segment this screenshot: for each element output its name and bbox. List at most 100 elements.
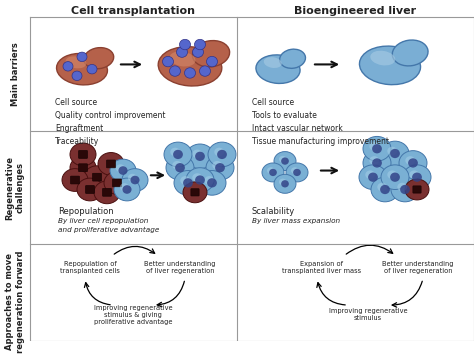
Ellipse shape — [286, 163, 308, 182]
Circle shape — [390, 149, 400, 158]
Ellipse shape — [65, 57, 86, 68]
Ellipse shape — [122, 168, 148, 192]
FancyBboxPatch shape — [413, 186, 421, 193]
Circle shape — [72, 71, 82, 81]
Circle shape — [175, 163, 185, 172]
Ellipse shape — [370, 51, 395, 66]
Ellipse shape — [94, 181, 120, 204]
FancyBboxPatch shape — [113, 179, 121, 187]
Ellipse shape — [183, 182, 207, 203]
Ellipse shape — [397, 183, 407, 192]
Circle shape — [170, 66, 181, 76]
Circle shape — [372, 144, 382, 153]
Text: Repopulation of
transplanted cells: Repopulation of transplanted cells — [60, 261, 120, 274]
FancyBboxPatch shape — [92, 173, 101, 181]
Text: Bioengineered liver: Bioengineered liver — [294, 6, 417, 16]
Circle shape — [200, 66, 210, 76]
Text: Expansion of
transplanted liver mass: Expansion of transplanted liver mass — [283, 261, 362, 274]
Circle shape — [372, 158, 382, 168]
Ellipse shape — [116, 164, 125, 172]
Ellipse shape — [158, 47, 222, 86]
Ellipse shape — [256, 55, 300, 84]
Circle shape — [380, 185, 390, 194]
Text: Cell source
Tools to evaluate
Intact vascular network
Tissue manufacturing impro: Cell source Tools to evaluate Intact vas… — [252, 98, 389, 146]
Ellipse shape — [377, 183, 387, 192]
Ellipse shape — [291, 167, 299, 174]
Ellipse shape — [399, 150, 427, 175]
Ellipse shape — [206, 156, 234, 180]
Text: Better understanding
of liver regeneration: Better understanding of liver regenerati… — [144, 261, 216, 274]
Ellipse shape — [267, 167, 274, 174]
Ellipse shape — [128, 174, 137, 182]
Ellipse shape — [192, 149, 202, 158]
FancyBboxPatch shape — [107, 160, 115, 168]
Ellipse shape — [405, 179, 429, 200]
Ellipse shape — [174, 171, 202, 195]
Ellipse shape — [363, 150, 391, 175]
Ellipse shape — [280, 49, 305, 68]
Text: Main barriers: Main barriers — [10, 42, 19, 106]
Ellipse shape — [170, 148, 180, 156]
Circle shape — [269, 169, 277, 176]
Ellipse shape — [387, 170, 397, 179]
Ellipse shape — [62, 168, 88, 192]
Ellipse shape — [110, 159, 136, 182]
Ellipse shape — [173, 161, 182, 170]
FancyBboxPatch shape — [102, 188, 111, 196]
Circle shape — [183, 178, 193, 188]
Text: Regenerative
challenges: Regenerative challenges — [5, 156, 25, 220]
Ellipse shape — [365, 170, 375, 179]
Circle shape — [77, 52, 87, 62]
Ellipse shape — [77, 178, 103, 201]
Ellipse shape — [56, 53, 108, 85]
Ellipse shape — [363, 136, 391, 161]
Text: Cell source
Quality control improvement
Engraftment
Traceability: Cell source Quality control improvement … — [55, 98, 165, 146]
Ellipse shape — [166, 156, 194, 180]
Ellipse shape — [208, 142, 236, 167]
Circle shape — [63, 62, 73, 71]
Ellipse shape — [84, 166, 110, 189]
Text: Improving regenerative
stimulus & giving
proliferative advantage: Improving regenerative stimulus & giving… — [94, 305, 173, 325]
Circle shape — [390, 172, 400, 182]
Ellipse shape — [371, 177, 399, 202]
FancyBboxPatch shape — [79, 164, 87, 172]
Circle shape — [207, 57, 218, 67]
Ellipse shape — [164, 142, 192, 167]
Circle shape — [400, 185, 410, 194]
Circle shape — [87, 64, 97, 74]
FancyBboxPatch shape — [86, 186, 94, 193]
Ellipse shape — [381, 165, 409, 189]
Text: By liver mass expansion: By liver mass expansion — [252, 218, 340, 224]
Text: By liver cell repopulation
and proliferative advantage: By liver cell repopulation and prolifera… — [58, 218, 159, 233]
Ellipse shape — [198, 171, 226, 195]
Ellipse shape — [359, 46, 420, 85]
Circle shape — [122, 185, 132, 194]
Ellipse shape — [104, 171, 130, 194]
Ellipse shape — [391, 177, 419, 202]
Ellipse shape — [192, 41, 229, 67]
Ellipse shape — [387, 147, 397, 155]
Circle shape — [293, 169, 301, 176]
Circle shape — [176, 47, 188, 57]
Text: Cell transplantation: Cell transplantation — [72, 6, 195, 16]
Ellipse shape — [170, 51, 195, 67]
Circle shape — [163, 57, 173, 67]
Ellipse shape — [98, 153, 124, 175]
Ellipse shape — [262, 163, 284, 182]
Ellipse shape — [70, 143, 96, 166]
Ellipse shape — [84, 48, 114, 69]
Ellipse shape — [70, 156, 96, 179]
Ellipse shape — [392, 40, 428, 66]
Circle shape — [412, 172, 422, 182]
Ellipse shape — [359, 165, 387, 189]
Ellipse shape — [403, 165, 431, 189]
Ellipse shape — [369, 156, 379, 165]
Ellipse shape — [114, 178, 140, 201]
Ellipse shape — [192, 173, 202, 182]
Circle shape — [118, 166, 128, 175]
Circle shape — [217, 150, 227, 159]
FancyBboxPatch shape — [71, 176, 80, 184]
Ellipse shape — [410, 170, 419, 179]
Circle shape — [368, 172, 378, 182]
Ellipse shape — [120, 183, 129, 191]
